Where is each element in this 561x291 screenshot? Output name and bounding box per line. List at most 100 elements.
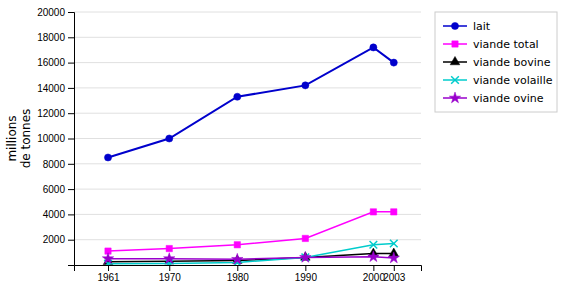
y-tick-mark <box>68 214 74 215</box>
series-marker <box>166 135 173 142</box>
y-tick-mark <box>68 164 74 165</box>
grid-line <box>74 138 421 139</box>
y-tick-mark <box>68 139 74 140</box>
legend-marker <box>452 41 458 47</box>
y-tick-mark <box>68 113 74 114</box>
y-tick-label: 6000 <box>43 184 66 195</box>
legend: lait viande total viande bovine viande vola… <box>435 12 557 112</box>
y-tick: 8000 <box>43 159 74 170</box>
y-tick-label: 20000 <box>37 7 65 18</box>
x-tick: 1980 <box>227 265 250 283</box>
series-marker <box>234 93 241 100</box>
series-line <box>108 47 394 157</box>
x-tick-mark <box>394 265 395 271</box>
y-tick-mark <box>68 189 74 190</box>
series-line <box>108 212 394 251</box>
plot: 1961197019801990200020032000400060008000… <box>37 7 421 283</box>
legend-marker <box>451 22 458 29</box>
x-tick-label: 1961 <box>97 272 120 283</box>
y-tick: 20000 <box>37 7 74 18</box>
x-tick-label: 2000 <box>363 272 386 283</box>
legend-item: viande volaille <box>443 74 553 87</box>
y-tick-label: 18000 <box>37 32 65 43</box>
x-axis: 1961 1970 1980 1990 20002003 <box>75 265 422 283</box>
y-tick-mark <box>68 63 74 64</box>
grid-line <box>74 37 421 38</box>
series-marker <box>300 251 311 262</box>
y-tick: 12000 <box>37 108 74 119</box>
series-marker <box>368 251 379 262</box>
legend-label: lait <box>473 20 491 33</box>
series-group <box>102 44 399 265</box>
y-tick-label: 10000 <box>37 133 65 144</box>
x-tick-mark <box>108 265 109 271</box>
series-marker <box>390 240 398 248</box>
legend-item: viande bovine <box>443 56 551 69</box>
series-line <box>108 243 394 263</box>
y-tick-label: 14000 <box>37 83 65 94</box>
legend-marker <box>450 56 460 64</box>
y-axis-line <box>68 13 75 266</box>
series-marker <box>164 253 175 264</box>
x-tick-label: 1970 <box>159 272 182 283</box>
series-marker <box>391 209 397 215</box>
grid <box>74 12 421 240</box>
legend-label: viande bovine <box>473 56 551 69</box>
x-tick-mark <box>169 265 170 271</box>
series-marker <box>302 235 308 241</box>
y-tick: 6000 <box>43 184 74 195</box>
y-tick-label: 2000 <box>43 234 66 245</box>
grid-line <box>74 87 421 88</box>
y-tick-label: 16000 <box>37 57 65 68</box>
x-tick-label: 1980 <box>227 272 250 283</box>
x-tick-mark <box>237 265 238 271</box>
x-tick: 2003 <box>383 265 406 283</box>
y-tick: 4000 <box>43 209 74 220</box>
y-tick: 14000 <box>37 83 74 94</box>
x-tick: 2000 <box>363 265 386 283</box>
series-marker <box>104 154 111 161</box>
y-tick-label: 12000 <box>37 108 65 119</box>
legend-marker <box>449 92 460 103</box>
y-tick: 18000 <box>37 32 74 43</box>
y-tick: 16000 <box>37 57 74 68</box>
x-tick-label: 1990 <box>295 272 318 283</box>
legend-item: viande total <box>443 38 539 51</box>
y-axis-title-line: millions <box>5 115 19 161</box>
y-tick: 2000 <box>43 234 74 245</box>
legend-label: viande volaille <box>473 74 553 87</box>
y-tick-label: 4000 <box>43 209 66 220</box>
grid-line <box>74 62 421 63</box>
series-marker <box>234 242 240 248</box>
x-tick: 1970 <box>159 265 182 283</box>
legend-label: viande total <box>473 38 539 51</box>
x-tick-mark <box>373 265 374 271</box>
legend-item: viande ovine <box>443 92 544 105</box>
series-line <box>108 257 394 260</box>
legend-marker <box>451 76 459 84</box>
series-marker <box>102 253 113 264</box>
x-axis-line <box>75 266 422 272</box>
series-marker <box>302 82 309 89</box>
series-marker <box>166 245 172 251</box>
series-marker <box>370 209 376 215</box>
series-marker <box>370 241 378 249</box>
y-axis: 2000 4000 6000 8000 10000 12000 14000 16000 1800… <box>37 7 74 266</box>
legend-frame <box>435 12 557 112</box>
series-marker <box>388 252 399 263</box>
x-tick: 1961 <box>97 265 120 283</box>
grid-line <box>74 239 421 240</box>
y-tick-mark <box>68 12 74 13</box>
y-tick-mark <box>68 37 74 38</box>
y-axis-title-line: de tonnes <box>19 109 33 169</box>
series-marker <box>390 59 397 66</box>
series-marker <box>370 44 377 51</box>
x-tick: 1990 <box>295 265 318 283</box>
series-marker <box>232 253 243 264</box>
x-tick-label: 2003 <box>383 272 406 283</box>
legend-item: lait <box>443 20 491 33</box>
chart: 1961197019801990200020032000400060008000… <box>0 0 561 291</box>
y-tick: 10000 <box>37 133 74 144</box>
grid-line <box>74 12 421 13</box>
grid-line <box>74 113 421 114</box>
